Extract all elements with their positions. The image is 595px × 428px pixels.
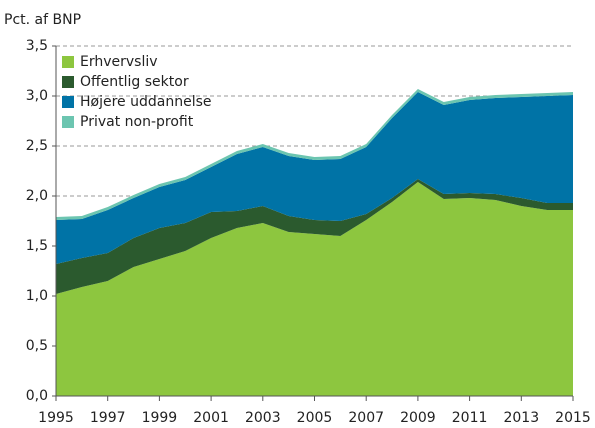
y-tick-label: 3,0 <box>26 88 48 104</box>
x-tick-label: 2001 <box>193 410 229 426</box>
y-tick-label: 3,5 <box>26 38 48 54</box>
x-tick-label: 2005 <box>297 410 333 426</box>
legend-label: Erhvervsliv <box>80 54 158 70</box>
x-tick-label: 1997 <box>90 410 126 426</box>
x-tick-label: 2015 <box>555 410 591 426</box>
legend-swatch <box>62 116 74 128</box>
y-axis-label: Pct. af BNP <box>4 12 81 28</box>
x-tick-label: 2013 <box>503 410 539 426</box>
y-tick-label: 0,5 <box>26 338 48 354</box>
area <box>56 179 573 294</box>
legend-swatch <box>62 56 74 68</box>
x-tick-label: 2011 <box>452 410 488 426</box>
y-tick-label: 1,5 <box>26 238 48 254</box>
legend-label: Højere uddannelse <box>80 94 212 110</box>
y-tick-label: 1,0 <box>26 288 48 304</box>
x-tick-label: 2007 <box>348 410 384 426</box>
y-tick-label: 2,5 <box>26 138 48 154</box>
legend-swatch <box>62 76 74 88</box>
legend-label: Offentlig sektor <box>80 74 189 90</box>
x-tick-label: 1999 <box>142 410 178 426</box>
legend-label: Privat non-profit <box>80 114 194 130</box>
x-tick-label: 1995 <box>38 410 74 426</box>
x-tick-label: 2003 <box>245 410 281 426</box>
area <box>56 182 573 396</box>
y-tick-label: 2,0 <box>26 188 48 204</box>
y-tick-label: 0,0 <box>26 388 48 404</box>
area <box>56 92 573 264</box>
legend-swatch <box>62 96 74 108</box>
x-tick-label: 2009 <box>400 410 436 426</box>
